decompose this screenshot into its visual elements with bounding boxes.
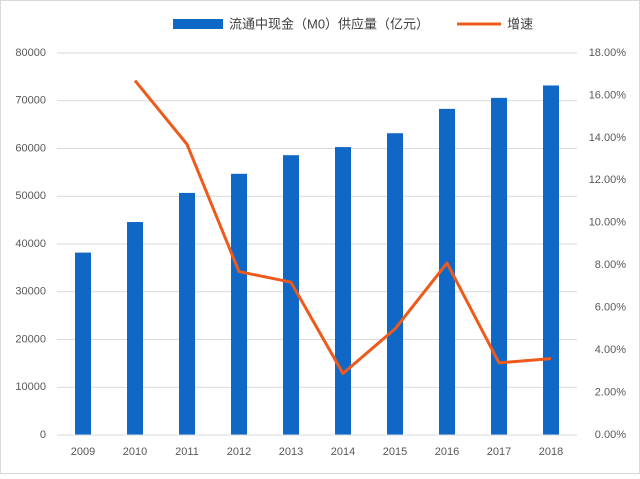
- line: [133, 79, 552, 375]
- y2-tick-label: 0.00%: [595, 429, 626, 441]
- y-tick-label: 50000: [15, 190, 46, 202]
- bar: [231, 173, 247, 435]
- legend: 流通中现金（M0）供应量（亿元） 增速: [173, 16, 533, 31]
- x-tick-label: 2015: [383, 446, 407, 458]
- y2-tick-label: 4.00%: [595, 344, 626, 356]
- x-tick-label: 2018: [539, 446, 563, 458]
- bar: [283, 155, 299, 435]
- y-tick-label: 10000: [15, 381, 46, 393]
- bar: [491, 97, 507, 435]
- x-tick-label: 2013: [279, 446, 303, 458]
- y2-tick-label: 18.00%: [589, 47, 627, 59]
- legend-label: 流通中现金（M0）供应量（亿元）: [229, 16, 429, 31]
- y2-tick-label: 8.00%: [595, 259, 626, 271]
- y2-tick-label: 2.00%: [595, 386, 626, 398]
- x-tick-label: 2016: [435, 446, 459, 458]
- x-tick-label: 2011: [175, 446, 199, 458]
- y-tick-label: 20000: [15, 333, 46, 345]
- y-tick-label: 60000: [15, 142, 46, 154]
- x-tick-label: 2010: [123, 446, 147, 458]
- x-tick-label: 2009: [71, 446, 95, 458]
- bar: [335, 147, 351, 435]
- bar: [179, 192, 195, 435]
- y-tick-label: 70000: [15, 95, 46, 107]
- y-tick-label: 30000: [15, 286, 46, 298]
- bar: [543, 85, 559, 435]
- legend-swatch: [173, 19, 223, 29]
- bar: [75, 252, 91, 435]
- y2-tick-label: 10.00%: [589, 217, 627, 229]
- y-tick-label: 40000: [15, 238, 46, 250]
- y2-tick-label: 16.00%: [589, 89, 627, 101]
- y-tick-label: 0: [40, 429, 46, 441]
- y2-tick-label: 6.00%: [595, 302, 626, 314]
- y2-tick-label: 14.00%: [589, 132, 627, 144]
- bar: [387, 133, 403, 435]
- legend-label: 增速: [507, 16, 533, 31]
- bar: [127, 222, 143, 435]
- x-tick-label: 2014: [331, 446, 355, 458]
- bar: [439, 108, 455, 436]
- y2-tick-label: 12.00%: [589, 174, 627, 186]
- x-tick-label: 2012: [227, 446, 251, 458]
- y-tick-label: 80000: [15, 47, 46, 59]
- x-tick-label: 2017: [487, 446, 511, 458]
